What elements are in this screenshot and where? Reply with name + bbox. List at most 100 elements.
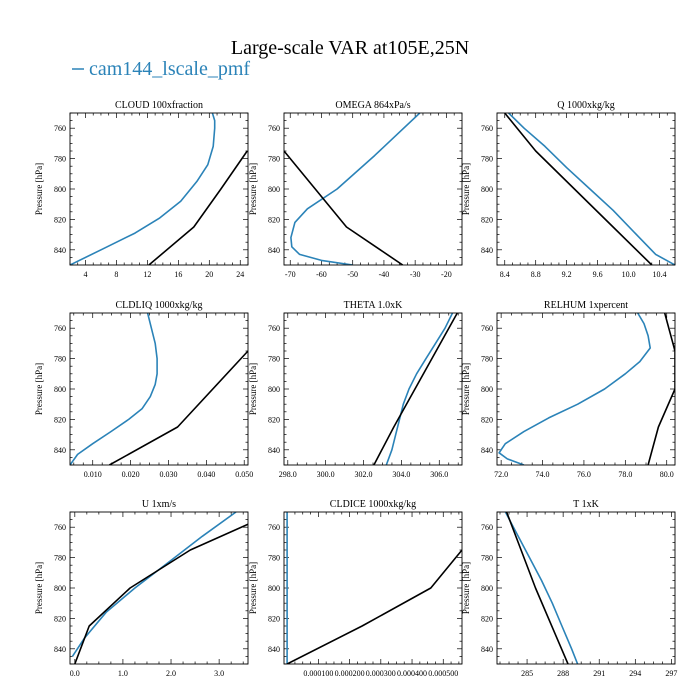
plot-frame [69,112,249,266]
x-tick-label: 298.0 [279,470,297,479]
x-tick-label: 300.0 [317,470,335,479]
x-tick-label: 0.020 [122,470,140,479]
y-tick-label: 760 [481,124,493,133]
panel-6: U 1xm/s Pressure [hPa] 760 780 800 820 840 0.0 1… [34,499,249,678]
y-tick-label: 780 [54,355,66,364]
x-tick-label: 288 [557,669,569,678]
x-tick-label: 0.000100 [303,669,333,678]
y-tick-label: 820 [481,614,493,623]
series-line-reference [505,512,569,664]
x-tick-label: 0.000400 [397,669,427,678]
series-line-model [70,313,158,465]
y-tick-label: 780 [481,355,493,364]
y-tick-label: 780 [54,554,66,563]
panel-title: OMEGA 864xPa/s [335,100,410,111]
series-line-reference [109,350,248,465]
x-tick-label: 78.0 [618,470,632,479]
series-line-model [508,113,675,265]
panel-title: CLDLIQ 1000xkg/kg [116,300,203,311]
y-tick-label: 840 [54,446,66,455]
y-tick-label: 800 [481,385,493,394]
y-tick-label: 800 [54,185,66,194]
x-tick-label: 8 [114,270,118,279]
y-tick-label: 840 [268,446,280,455]
y-tick-label: 840 [481,446,493,455]
y-tick-label: 820 [268,614,280,623]
x-tick-label: 297 [665,669,677,678]
y-axis-label: Pressure [hPa] [248,363,258,415]
series-line-reference [647,313,675,465]
y-axis-label: Pressure [hPa] [248,562,258,614]
x-tick-label: -50 [347,270,358,279]
plot-frame [496,511,676,665]
panel-4: THETA 1.0xK Pressure [hPa] 760 780 800 820 840… [248,300,463,479]
y-tick-label: 820 [481,215,493,224]
y-tick-label: 780 [481,155,493,164]
x-tick-label: 0.000500 [428,669,458,678]
series-line-reference [284,150,404,265]
panel-title: CLDICE 1000xkg/kg [330,499,416,510]
x-tick-label: 9.6 [593,270,603,279]
x-tick-label: 10.0 [622,270,636,279]
x-tick-label: 80.0 [660,470,674,479]
x-tick-label: 0.000300 [366,669,396,678]
y-axis-label: Pressure [hPa] [461,562,471,614]
y-tick-label: 800 [54,584,66,593]
plot-frame [69,511,249,665]
y-tick-label: 760 [54,324,66,333]
y-tick-label: 800 [268,185,280,194]
x-tick-label: 0.010 [84,470,102,479]
legend-label-model: cam144_lscale_pmf [89,58,250,80]
series-line-model [498,313,652,465]
x-tick-label: 24 [236,270,244,279]
y-tick-label: 840 [54,246,66,255]
panel-title: CLOUD 100xfraction [115,100,203,111]
x-tick-label: 74.0 [536,470,550,479]
series-line-model [504,512,579,664]
x-tick-label: 8.4 [500,270,510,279]
x-tick-label: 8.8 [531,270,541,279]
plot-frame [69,312,249,466]
x-tick-label: 0.0 [70,669,80,678]
x-tick-label: 9.2 [562,270,572,279]
x-tick-label: 20 [205,270,213,279]
plot-frame [496,312,676,466]
x-tick-label: 0.000200 [335,669,365,678]
y-tick-label: 840 [268,246,280,255]
panel-3: CLDLIQ 1000xkg/kg Pressure [hPa] 760 780 800… [34,300,253,479]
x-tick-label: 2.0 [166,669,176,678]
plot-frame [283,511,463,665]
x-tick-label: 0.050 [235,470,253,479]
series-line-reference [148,150,248,265]
x-tick-label: -70 [285,270,296,279]
x-tick-label: 0.030 [159,470,177,479]
panel-7: CLDICE 1000xkg/kg Pressure [hPa] 760 780 800… [248,499,463,678]
panel-title: THETA 1.0xK [344,300,403,311]
series-line-reference [286,549,462,664]
y-tick-label: 800 [268,385,280,394]
panel-8: T 1xK Pressure [hPa] 760 780 800 820 840 285 288… [461,499,677,678]
y-tick-label: 780 [268,554,280,563]
y-axis-label: Pressure [hPa] [34,562,44,614]
y-axis-label: Pressure [hPa] [34,363,44,415]
y-tick-label: 800 [54,385,66,394]
y-axis-label: Pressure [hPa] [34,163,44,215]
panel-5: RELHUM 1xpercent Pressure [hPa] 760 780 800 8… [461,300,676,479]
y-tick-label: 780 [54,155,66,164]
y-tick-label: 820 [54,215,66,224]
y-tick-label: 840 [268,645,280,654]
x-tick-label: 10.4 [653,270,667,279]
series-line-model [385,313,454,465]
panel-title: T 1xK [573,499,599,510]
x-tick-label: 76.0 [577,470,591,479]
y-tick-label: 760 [481,324,493,333]
panel-title: U 1xm/s [142,499,176,510]
panel-title: Q 1000xkg/kg [557,100,615,111]
x-tick-label: 1.0 [118,669,128,678]
y-tick-label: 760 [268,523,280,532]
y-tick-label: 760 [481,523,493,532]
x-tick-label: 304.0 [392,470,410,479]
series-line-reference [74,523,248,664]
y-tick-label: 840 [481,645,493,654]
